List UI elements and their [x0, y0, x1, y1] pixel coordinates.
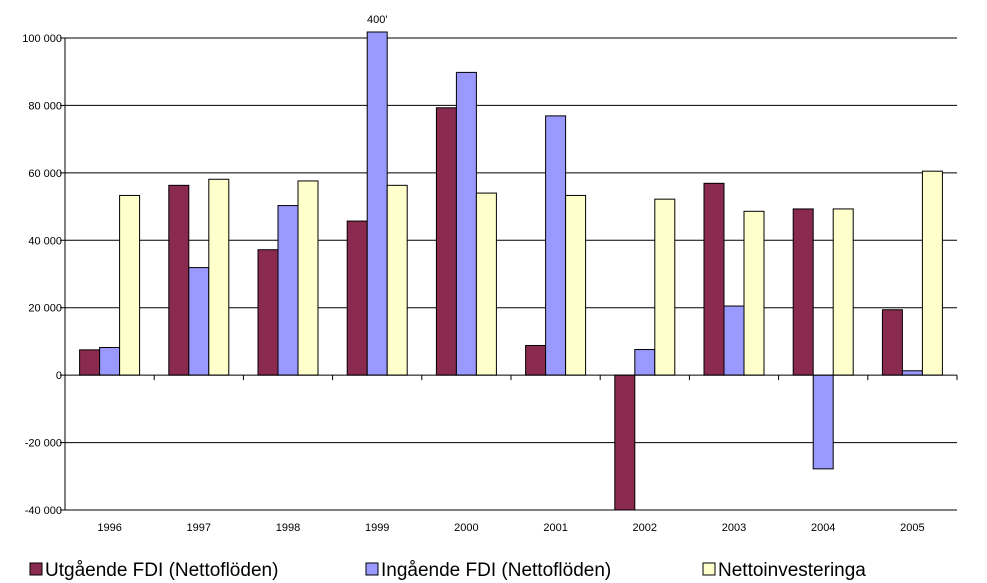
x-tick-label: 1997 [187, 522, 211, 534]
bar [455, 71, 477, 376]
legend-label: Ingående FDI (Nettoflöden) [381, 560, 611, 581]
legend-label: Nettoinvesteringa [718, 560, 866, 581]
y-axis-ticks: 100 000 80 000 60 000 40 000 20 000 0 -20 000 -… [22, 33, 65, 517]
legend-label: Utgående FDI (Nettoflöden) [45, 560, 278, 581]
bars [79, 31, 943, 511]
bar [812, 374, 834, 470]
bar [168, 184, 190, 376]
bar [366, 31, 388, 376]
bar [634, 349, 656, 376]
y-tick-label: -20 000 [25, 438, 62, 450]
x-tick-label: 1999 [365, 522, 389, 534]
bar [921, 170, 943, 376]
y-tick-label: 0 [56, 370, 62, 382]
bar [703, 182, 725, 376]
y-tick-label: 100 000 [22, 33, 62, 45]
bar [545, 115, 567, 376]
legend-swatch [702, 562, 716, 576]
y-tick-label: 80 000 [28, 100, 62, 112]
bar [723, 305, 745, 376]
x-tick-label: 2000 [454, 522, 478, 534]
bar [881, 309, 903, 376]
x-tick-label: 1998 [276, 522, 300, 534]
bar [792, 208, 814, 376]
legend: Utgående FDI (Nettoflöden) Ingående FDI (… [29, 560, 866, 581]
bar [654, 198, 676, 376]
legend-swatch [365, 562, 379, 576]
x-tick-label: 2001 [543, 522, 567, 534]
x-tick-label: 2004 [811, 522, 835, 534]
y-tick-label: -40 000 [25, 505, 62, 517]
bar [208, 178, 230, 376]
x-tick-label: 1996 [97, 522, 121, 534]
bar [277, 205, 299, 376]
bar [119, 194, 141, 376]
bar [79, 349, 101, 376]
bar [901, 370, 923, 376]
bar [475, 192, 497, 376]
bar [297, 180, 319, 376]
data-annotation: 400' [367, 14, 387, 26]
bar [614, 374, 636, 511]
x-tick-label: 2005 [900, 522, 924, 534]
bar [743, 210, 765, 376]
bar [525, 344, 547, 376]
y-tick-label: 40 000 [28, 235, 62, 247]
bar [565, 194, 587, 376]
annotations: 400' [367, 14, 387, 26]
bar [257, 249, 279, 376]
axes [64, 38, 958, 510]
x-tick-label: 2002 [633, 522, 657, 534]
x-tick-label: 2003 [722, 522, 746, 534]
bar [188, 267, 210, 376]
bar [346, 220, 368, 376]
bar [832, 208, 854, 376]
legend-swatch [29, 562, 43, 576]
x-axis-ticks: 1996 1997 1998 1999 2000 2001 2002 2003 2004 2005 [97, 522, 924, 534]
y-tick-label: 20 000 [28, 303, 62, 315]
bar [99, 346, 121, 376]
bar [386, 184, 408, 376]
y-tick-label: 60 000 [28, 168, 62, 180]
bar [435, 107, 457, 376]
